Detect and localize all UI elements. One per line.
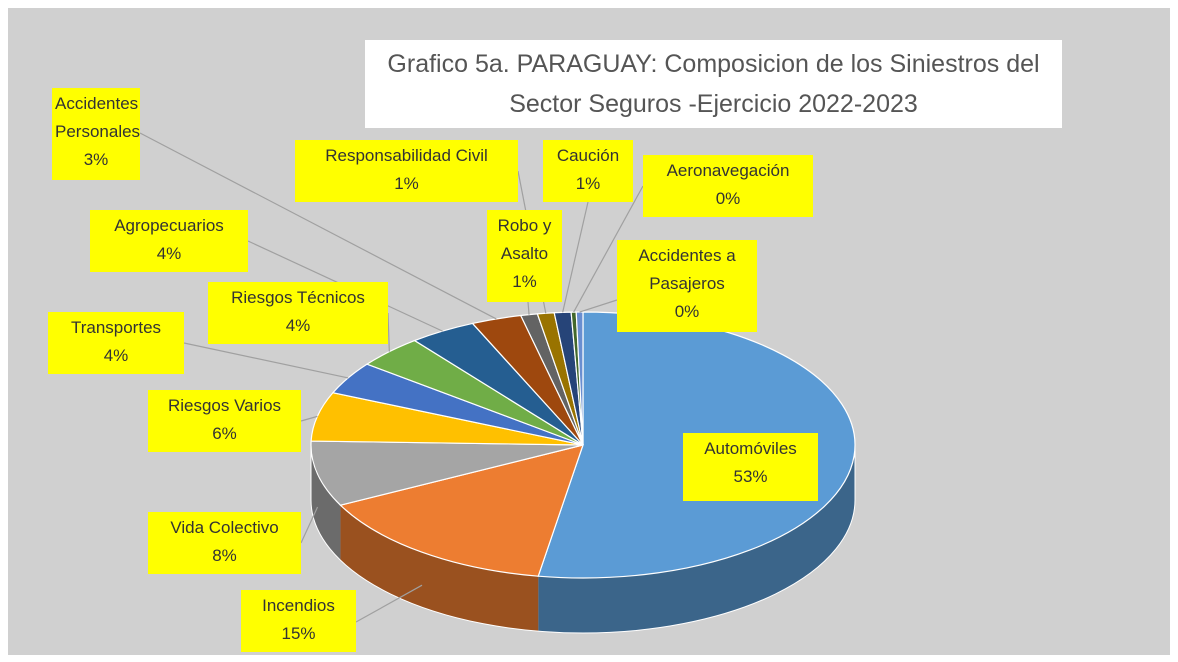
data-label: Automóviles 53% xyxy=(683,433,818,501)
label-category: Automóviles xyxy=(704,439,797,458)
leader-line xyxy=(562,201,589,313)
label-value: 1% xyxy=(512,272,537,291)
label-category: Robo y Asalto xyxy=(497,216,552,263)
label-value: 4% xyxy=(103,346,129,365)
data-label: Accidentes a Pasajeros 0% xyxy=(617,240,757,332)
slice-side-shade xyxy=(340,505,539,632)
slice-side xyxy=(311,445,341,561)
data-label: Incendios 15% xyxy=(241,590,356,652)
slice-side xyxy=(538,445,855,633)
leader-line xyxy=(527,301,530,315)
slice-side-shade xyxy=(538,445,855,633)
slice-side xyxy=(340,505,539,632)
label-category: Accidentes a Pasajeros xyxy=(638,246,736,293)
data-label: Accidentes Personales 3% xyxy=(52,88,140,180)
data-label: Aeronavegación 0% xyxy=(643,155,813,217)
label-value: 4% xyxy=(285,316,311,335)
leader-line xyxy=(355,584,423,623)
label-category: Aeronavegación xyxy=(666,161,790,180)
leader-line xyxy=(139,132,497,320)
label-category: Accidentes Personales xyxy=(55,94,141,141)
label-category: Caución xyxy=(556,146,620,165)
label-value: 53% xyxy=(733,467,768,486)
data-label: Vida Colectivo 8% xyxy=(148,512,301,574)
label-value: 1% xyxy=(575,174,601,193)
leader-line xyxy=(300,506,319,544)
label-value: 1% xyxy=(394,174,419,193)
pie-side-outline xyxy=(310,445,856,634)
label-value: 0% xyxy=(674,302,700,321)
data-label: Caución 1% xyxy=(543,140,633,202)
leader-line xyxy=(183,342,349,379)
data-label: Transportes 4% xyxy=(48,312,184,374)
leader-line xyxy=(573,185,644,313)
leader-line xyxy=(300,415,318,422)
label-value: 4% xyxy=(156,244,182,263)
label-value: 0% xyxy=(715,189,741,208)
label-category: Incendios xyxy=(262,596,335,615)
label-category: Riesgos Técnicos xyxy=(231,288,365,307)
label-value: 8% xyxy=(212,546,237,565)
slice xyxy=(310,440,584,506)
leader-line xyxy=(387,312,390,352)
label-value: 6% xyxy=(212,424,237,443)
leader-line xyxy=(579,299,618,313)
label-value: 3% xyxy=(83,150,109,169)
label-value: 15% xyxy=(281,624,316,643)
data-label: Responsabilidad Civil 1% xyxy=(295,140,518,202)
chart-title: Grafico 5a. PARAGUAY: Composicion de los… xyxy=(365,40,1062,128)
label-category: Transportes xyxy=(70,318,162,337)
slice-side-shade xyxy=(311,445,341,561)
data-label: Agropecuarios 4% xyxy=(90,210,248,272)
label-category: Agropecuarios xyxy=(114,216,224,235)
label-category: Responsabilidad Civil xyxy=(325,146,488,165)
data-label: Riesgos Técnicos 4% xyxy=(208,282,388,344)
slice xyxy=(339,444,584,577)
data-label: Riesgos Varios 6% xyxy=(148,390,301,452)
label-category: Vida Colectivo xyxy=(170,518,279,537)
data-label: Robo y Asalto 1% xyxy=(487,210,562,302)
label-category: Riesgos Varios xyxy=(167,396,282,415)
